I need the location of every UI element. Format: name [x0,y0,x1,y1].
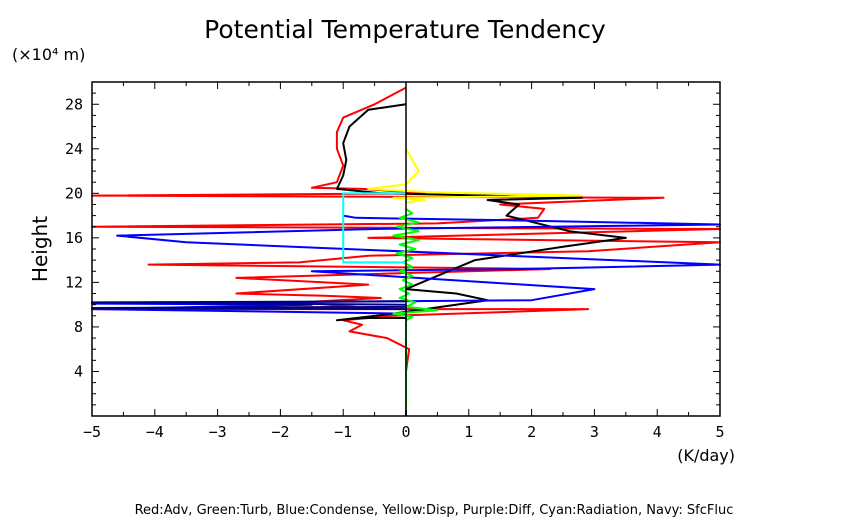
series-line-5 [367,148,583,204]
x-tick-label: 2 [527,423,536,441]
series-line-7 [342,192,406,264]
y-tick-label: 12 [65,273,83,291]
x-axis-label: (K/day) [677,446,735,465]
x-tick-label: −4 [146,423,164,441]
y-axis-label: Height [28,216,52,282]
x-tick-label: 4 [653,423,662,441]
x-tick-label: −1 [334,423,352,441]
x-tick-label: 5 [715,423,724,441]
y-tick-label: 20 [65,184,83,202]
series-line-3 [91,214,721,416]
y-tick-label: 4 [74,362,83,380]
chart-title: Potential Temperature Tendency [204,15,606,44]
y-tick-label: 16 [65,229,83,247]
x-tick-label: −2 [271,423,289,441]
x-tick-label: 0 [401,423,410,441]
y-tick-label: 24 [65,140,83,158]
series-line-1 [91,86,721,416]
x-tick-label: −3 [209,423,227,441]
series-line-2 [335,103,627,416]
x-tick-label: 3 [590,423,599,441]
legend-text: Red:Adv, Green:Turb, Blue:Condense, Yell… [135,503,734,518]
y-unit-label: (×10⁴ m) [12,45,85,64]
x-tick-label: 1 [464,423,473,441]
y-tick-label: 8 [74,318,83,336]
x-tick-label: −5 [83,423,101,441]
y-tick-label: 28 [65,95,83,113]
